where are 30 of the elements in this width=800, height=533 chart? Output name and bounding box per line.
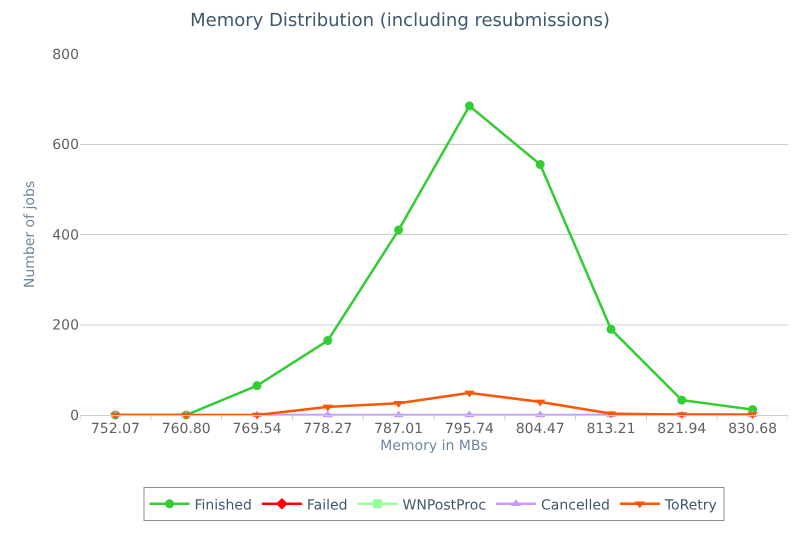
point	[464, 101, 474, 110]
legend-label: Finished	[194, 497, 252, 514]
y-tick-label: 200	[52, 318, 79, 334]
point	[677, 396, 686, 405]
y-axis-title: Number of jobs	[22, 180, 38, 288]
y-tick-label: 800	[52, 46, 79, 63]
x-tick-label: 760.80	[162, 420, 211, 437]
x-tick-label: 769.54	[232, 420, 282, 437]
legend-label: WNPostProc	[402, 497, 486, 514]
y-tick-label: 0	[70, 408, 79, 424]
legend-label: ToRetry	[664, 497, 717, 514]
x-tick-label: 821.94	[657, 420, 706, 437]
legend-label: Failed	[306, 497, 348, 514]
point	[394, 225, 404, 234]
chart-title: Memory Distribution (including resubmissions)	[190, 10, 610, 31]
point	[536, 160, 545, 170]
y-tick-label: 400	[52, 227, 79, 244]
x-tick-label: 830.68	[728, 420, 778, 437]
x-tick-label: 752.07	[90, 420, 140, 437]
legend-label: Cancelled	[541, 497, 610, 514]
point	[323, 336, 332, 346]
x-tick-label: 813.21	[586, 420, 636, 437]
x-axis-title: Memory in MBs	[380, 438, 488, 454]
x-tick-label: 787.01	[374, 420, 424, 437]
x-tick-label: 804.47	[516, 420, 565, 437]
x-tick-label: 795.74	[444, 420, 494, 437]
y-tick-label: 600	[52, 137, 79, 154]
point	[606, 324, 616, 334]
point	[252, 381, 262, 390]
x-tick-label: 778.27	[303, 420, 352, 437]
